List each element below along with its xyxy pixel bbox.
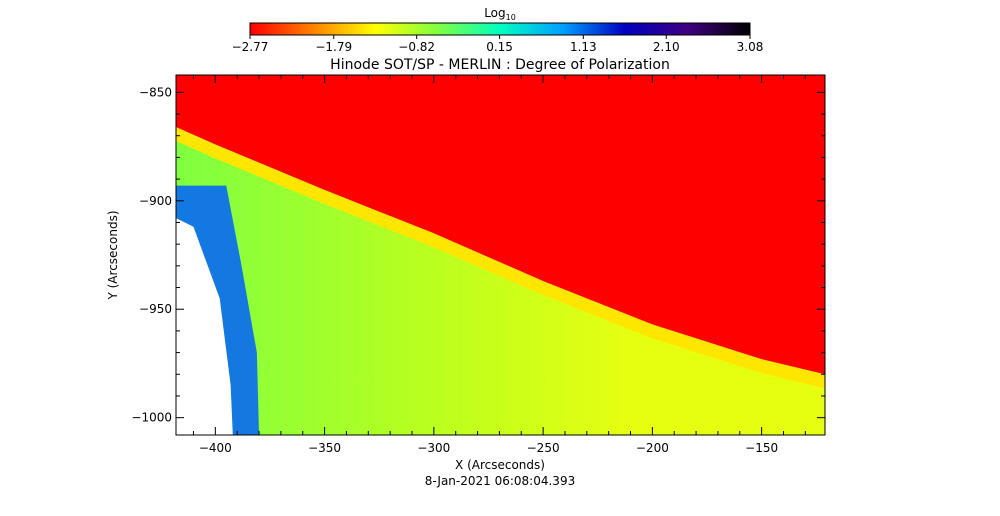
colorbar-tick-label: −0.82	[398, 40, 435, 54]
y-tick-label: −850	[139, 85, 172, 99]
x-tick-label: −250	[527, 441, 560, 455]
y-axis: −850 −900 −950 −1000	[131, 85, 825, 425]
colorbar-tick-label: −2.77	[232, 40, 269, 54]
colorbar-tick-label: 3.08	[737, 40, 764, 54]
colorbar-tick-label: 1.13	[570, 40, 597, 54]
x-axis: −400 −350 −300 −250 −200 −150	[192, 75, 806, 455]
y-tick-label: −950	[139, 302, 172, 316]
x-tick-label: −350	[308, 441, 341, 455]
x-tick-label: −150	[745, 441, 778, 455]
heatmap-image	[176, 75, 825, 435]
y-tick-label: −900	[139, 194, 172, 208]
colorbar-tick-label: 2.10	[653, 40, 680, 54]
x-tick-label: −300	[417, 441, 450, 455]
x-axis-label: X (Arcseconds)	[455, 458, 545, 472]
y-tick-label: −1000	[131, 411, 172, 425]
colorbar-tick-label: 0.15	[486, 40, 513, 54]
no-data-region	[176, 218, 233, 435]
limb-band	[176, 127, 825, 389]
timestamp: 8-Jan-2021 06:08:04.393	[425, 474, 575, 488]
chart-title: Hinode SOT/SP - MERLIN : Degree of Polar…	[330, 57, 670, 73]
on-disk-region	[176, 75, 825, 375]
y-axis-label: Y (Arcseconds)	[106, 210, 120, 300]
colorbar-label: Log10	[484, 6, 516, 22]
plot-frame	[175, 74, 826, 436]
x-tick-label: −400	[199, 441, 232, 455]
x-tick-label: −200	[636, 441, 669, 455]
colorbar	[249, 22, 751, 36]
colorbar-ticks: −2.77 −1.79 −0.82 0.15 1.13 2.10 3.08	[232, 35, 764, 54]
colorbar-tick-label: −1.79	[315, 40, 352, 54]
